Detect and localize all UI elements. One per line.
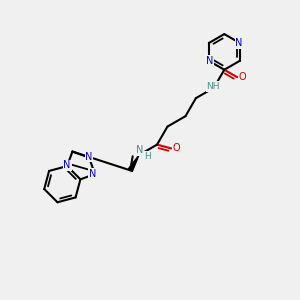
Text: H: H xyxy=(145,152,151,161)
Text: O: O xyxy=(173,143,181,153)
Polygon shape xyxy=(128,155,139,172)
Text: N: N xyxy=(85,152,93,162)
Text: NH: NH xyxy=(206,82,220,91)
Text: O: O xyxy=(239,72,246,82)
Text: N: N xyxy=(89,169,96,179)
Text: N: N xyxy=(206,56,213,66)
Text: N: N xyxy=(236,38,243,48)
Text: N: N xyxy=(64,160,71,170)
Text: N: N xyxy=(136,145,143,155)
